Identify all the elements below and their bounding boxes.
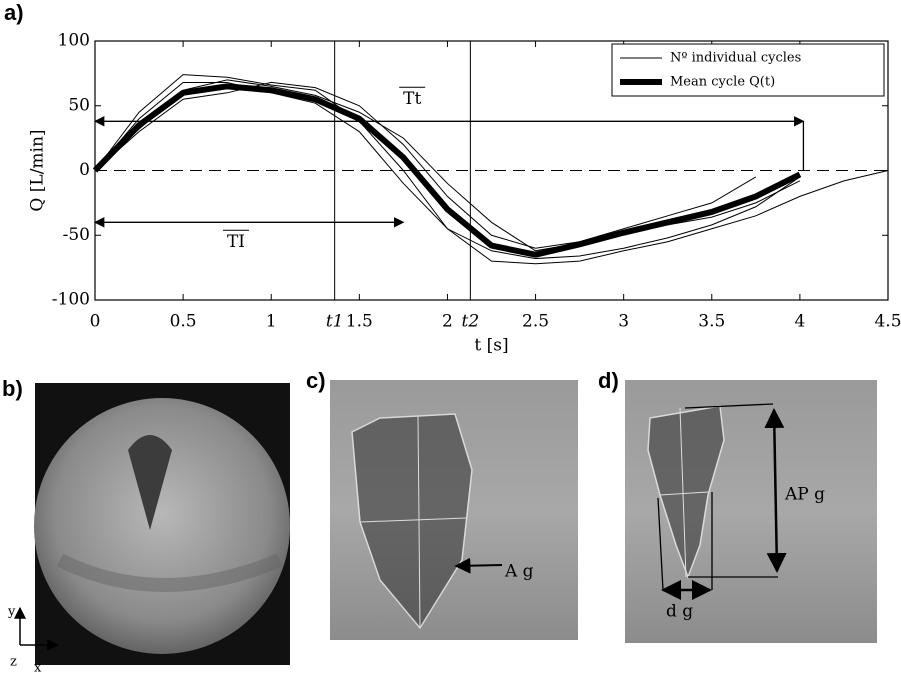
x-tick-label: 4.5 — [874, 312, 901, 332]
glottis-outline — [647, 405, 725, 580]
x-tick-label: 3.5 — [698, 312, 725, 332]
legend-label: Mean cycle Q(t) — [670, 75, 775, 90]
axis-label: x — [34, 661, 42, 676]
arrow — [454, 557, 503, 574]
guide — [659, 491, 709, 496]
panel-label: c) — [306, 368, 326, 393]
y-tick-label: 50 — [68, 95, 90, 115]
guide — [679, 407, 687, 578]
axis-label: z — [10, 655, 17, 670]
x-tick-label: 2.5 — [522, 312, 549, 332]
glottis — [128, 435, 172, 530]
guide — [657, 403, 778, 591]
span-label: Tt — [403, 89, 421, 109]
endoscope-image — [34, 398, 290, 654]
y-tick-label: -100 — [52, 290, 90, 310]
x-tick-label: 1 — [266, 312, 277, 332]
legend-box — [611, 43, 885, 97]
x-tick-label: 2 — [442, 312, 453, 332]
x-tick-label: 1.5 — [346, 312, 373, 332]
x-axis-label: t [s] — [474, 336, 508, 356]
x-tick-label: 4 — [794, 312, 805, 332]
guide — [359, 517, 467, 523]
x-tick-label: 0.5 — [170, 312, 197, 332]
x-tick-label: 3 — [618, 312, 629, 332]
y-axis-label: Q [L/min] — [28, 129, 48, 211]
y-tick-label: -50 — [63, 225, 90, 245]
marker-label: t1 — [326, 312, 344, 332]
span-label: TI — [227, 232, 245, 252]
panel-label: b) — [2, 376, 23, 401]
panel-label: a) — [4, 0, 24, 25]
y-tick-label: 100 — [58, 31, 90, 51]
cycle-line — [94, 74, 801, 260]
annotation: AP g — [784, 485, 825, 505]
x-tick-label: 0 — [90, 312, 101, 332]
cycle-line — [94, 81, 757, 249]
cycle-line — [94, 79, 801, 252]
guide — [417, 415, 421, 629]
tissue — [56, 553, 283, 592]
mean-line — [92, 83, 802, 258]
annotation: d g — [666, 602, 693, 622]
annotation: A g — [504, 562, 534, 582]
marker-label: t2 — [462, 312, 480, 332]
chart: -100 -50 0 50 100 0 0.5 1 1.5 2 2.5 3 3.5 4 4.5 t [s] Q … — [28, 31, 901, 356]
cycle-line — [94, 81, 889, 265]
panel-label: d) — [598, 368, 619, 393]
legend-label: Nº individual cycles — [670, 51, 801, 66]
arrow — [764, 408, 787, 573]
y-tick-label: 0 — [79, 160, 90, 180]
axis-label: y — [7, 605, 16, 620]
